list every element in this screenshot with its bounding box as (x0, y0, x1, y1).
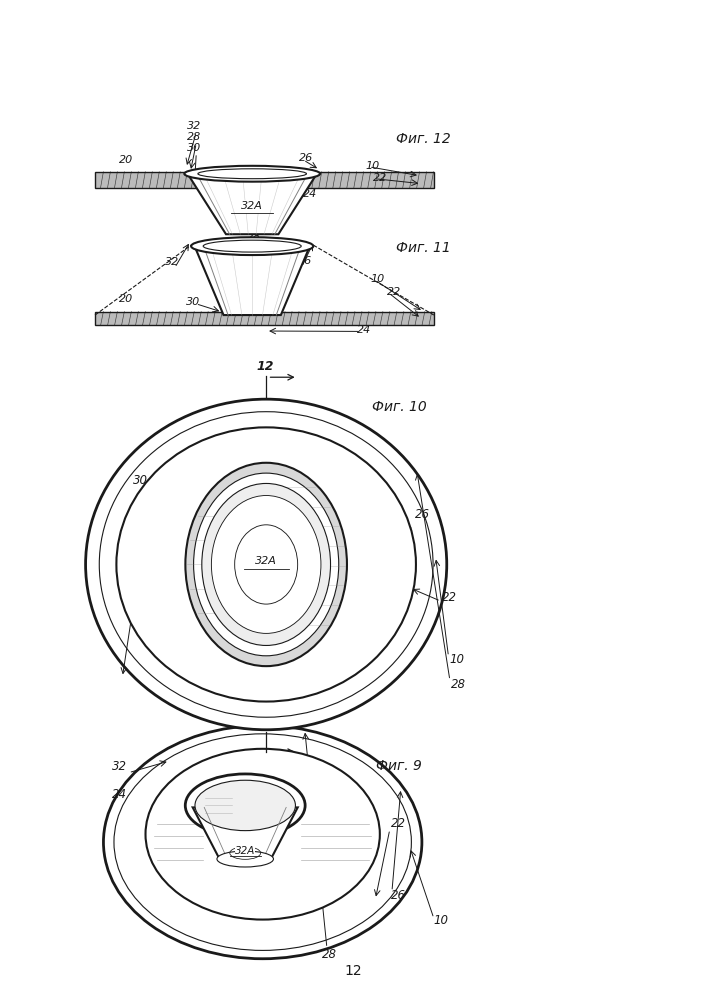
Text: 10: 10 (371, 274, 385, 284)
Text: 20: 20 (119, 294, 134, 304)
Text: Фиг. 11: Фиг. 11 (396, 241, 451, 255)
Text: 28: 28 (247, 232, 262, 242)
Text: 32A: 32A (241, 201, 263, 211)
Ellipse shape (146, 749, 380, 920)
Polygon shape (187, 174, 317, 234)
Text: 32A: 32A (235, 846, 255, 856)
Polygon shape (194, 246, 310, 315)
Ellipse shape (185, 774, 305, 837)
Text: 22: 22 (387, 287, 401, 297)
Text: 20: 20 (119, 155, 134, 165)
Ellipse shape (99, 412, 433, 717)
Ellipse shape (86, 399, 447, 730)
Text: 26: 26 (299, 153, 313, 163)
Text: 30: 30 (199, 839, 214, 852)
Text: 22: 22 (392, 817, 407, 830)
Text: 28: 28 (322, 948, 337, 961)
Text: 26: 26 (414, 508, 429, 521)
Text: Фиг. 10: Фиг. 10 (372, 400, 426, 414)
Text: 32A: 32A (255, 556, 277, 566)
Ellipse shape (217, 851, 274, 867)
Ellipse shape (114, 734, 411, 950)
Ellipse shape (211, 496, 321, 633)
Text: 12: 12 (256, 756, 274, 769)
Ellipse shape (195, 780, 296, 831)
Bar (95, 312, 434, 325)
Text: 24: 24 (303, 189, 317, 199)
Text: 10: 10 (450, 653, 464, 666)
Text: 10: 10 (366, 161, 380, 171)
Text: 10: 10 (433, 914, 448, 927)
Ellipse shape (194, 473, 339, 656)
Text: 22: 22 (373, 173, 387, 183)
Text: 30: 30 (187, 143, 201, 153)
Ellipse shape (201, 483, 331, 645)
Text: 28: 28 (451, 678, 466, 691)
Text: 24: 24 (112, 788, 127, 800)
Ellipse shape (185, 463, 347, 666)
Text: 32: 32 (187, 121, 201, 131)
Ellipse shape (185, 166, 320, 182)
Bar (279, 172, 434, 188)
Text: 22: 22 (443, 591, 457, 604)
Text: 28: 28 (187, 132, 201, 142)
Polygon shape (193, 807, 298, 859)
Text: Фиг. 12: Фиг. 12 (396, 132, 451, 146)
Text: 26: 26 (392, 889, 407, 902)
Bar (95, 172, 226, 188)
Text: 20: 20 (245, 899, 259, 912)
Text: 30: 30 (133, 474, 148, 487)
Text: 30: 30 (186, 297, 200, 307)
Ellipse shape (191, 237, 313, 255)
Ellipse shape (235, 525, 298, 604)
Text: Фиг. 9: Фиг. 9 (376, 759, 422, 773)
Text: 32: 32 (112, 760, 127, 773)
Text: 26: 26 (298, 256, 312, 266)
Text: 12: 12 (256, 360, 274, 373)
Text: 24: 24 (357, 325, 371, 335)
Ellipse shape (117, 427, 416, 702)
Text: 12: 12 (345, 964, 362, 978)
Ellipse shape (103, 726, 422, 959)
Text: 32: 32 (165, 257, 179, 267)
Text: 32: 32 (144, 611, 158, 624)
